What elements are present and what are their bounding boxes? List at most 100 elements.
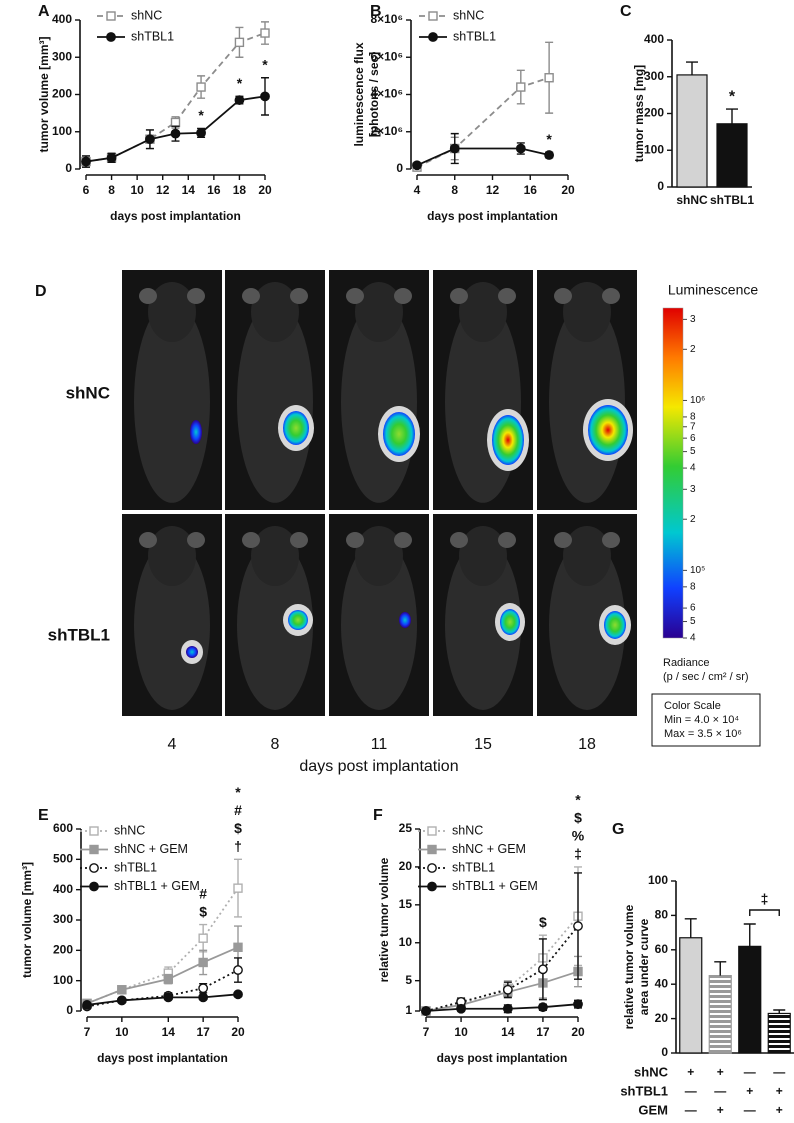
significance-mark: †: [234, 838, 242, 854]
condition-sign: —: [744, 1103, 756, 1117]
colorbar-tick-label: 3: [690, 484, 696, 495]
mouse-ear: [602, 532, 620, 548]
mouse-head: [355, 526, 403, 586]
condition-label: shTBL1: [620, 1083, 668, 1098]
panel-letter: E: [38, 807, 49, 824]
y-tick-label: 1: [405, 1003, 412, 1017]
marker: [538, 1002, 548, 1013]
y-tick-label: 200: [52, 87, 72, 101]
mouse-ear: [139, 532, 157, 548]
marker: [117, 985, 127, 995]
significance-mark: $: [539, 914, 547, 930]
luminescence-signal: [288, 610, 308, 630]
mouse-ear: [290, 288, 308, 304]
y-tick-label: 0: [66, 1003, 73, 1017]
marker: [544, 73, 554, 83]
colorbar-box-text: Color Scale: [664, 700, 721, 712]
panel-letter: G: [612, 821, 624, 838]
significance-mark: $: [199, 903, 207, 919]
y-tick-label: 10: [399, 935, 413, 949]
legend-marker: [106, 11, 116, 21]
condition-label: GEM: [638, 1102, 668, 1117]
condition-sign: —: [773, 1065, 785, 1079]
mouse-head: [563, 526, 611, 586]
colorbar-tick-label: 4: [690, 633, 696, 644]
y-tick-label: 8×10⁶: [370, 12, 403, 26]
marker: [163, 974, 174, 984]
y-tick-label: 60: [655, 942, 669, 956]
marker: [233, 989, 243, 1000]
row-label: shTBL1: [48, 625, 110, 644]
x-tick-label: 20: [258, 183, 272, 197]
x-tick-label: 20: [571, 1025, 585, 1039]
significance-mark: *: [729, 88, 736, 105]
x-tick-label: 7: [423, 1025, 430, 1039]
y-axis-label: luminescence flux: [352, 42, 366, 146]
legend-marker: [427, 844, 437, 855]
significance-mark: %: [572, 828, 585, 844]
colorbar-label: Radiance: [663, 657, 709, 669]
x-tick-label: 17: [536, 1025, 550, 1039]
marker: [198, 957, 208, 968]
panel-letter: B: [370, 3, 382, 20]
mouse-ear: [554, 288, 572, 304]
error-bar: [686, 61, 698, 75]
legend-label: shTBL1: [114, 860, 157, 874]
marker: [260, 28, 270, 38]
y-tick-label: 15: [399, 897, 413, 911]
condition-sign: +: [687, 1065, 694, 1079]
colorbar-tick-label: 8: [690, 412, 696, 423]
marker: [538, 964, 548, 975]
condition-sign: —: [744, 1065, 756, 1079]
legend-label: shNC + GEM: [452, 842, 526, 856]
marker: [196, 127, 206, 138]
legend-label: shTBL1: [453, 29, 496, 43]
error-bar: [773, 1009, 786, 1014]
column-label: 11: [371, 736, 388, 753]
x-tick-label: 16: [524, 183, 538, 197]
mouse-body: [549, 540, 625, 710]
x-tick-label: 14: [501, 1025, 515, 1039]
x-tick-label: 14: [182, 183, 196, 197]
luminescence-signal: [500, 609, 520, 635]
luminescence-signal: [588, 405, 628, 455]
panel-letter: F: [373, 807, 383, 824]
mouse-head: [251, 526, 299, 586]
colorbar-box: [651, 693, 761, 747]
luminescence-signal: [604, 611, 626, 639]
y-tick-label: 40: [655, 976, 669, 990]
x-tick-label: 6: [83, 183, 90, 197]
colorbar-title: Luminescence: [668, 282, 758, 298]
panel-letter: D: [35, 283, 47, 300]
y-tick-label: 300: [53, 912, 73, 926]
marker: [573, 921, 583, 931]
legend-label: shTBL1 + GEM: [452, 879, 538, 893]
x-tick-label: 12: [486, 183, 500, 197]
x-tick-label: 12: [156, 183, 170, 197]
y-tick-label: 200: [53, 943, 73, 957]
significance-mark: *: [198, 107, 204, 123]
marker: [81, 156, 91, 167]
colorbar-tick-label: 6: [690, 603, 696, 614]
colorbar-tick-label: 3: [690, 314, 696, 325]
column-label: 18: [578, 736, 596, 753]
y-tick-label: 0: [65, 161, 72, 175]
condition-sign: +: [717, 1103, 724, 1117]
x-axis-label: days post implantation: [97, 1051, 228, 1065]
y-axis-label: relative tumor volume: [622, 904, 636, 1029]
mouse-ear: [290, 532, 308, 548]
y-tick-label: 100: [53, 973, 73, 987]
bar: [738, 945, 762, 1054]
mouse-head: [459, 282, 507, 342]
x-tick-label: 8: [108, 183, 115, 197]
y-axis-label: area under curve: [637, 918, 651, 1015]
y-tick-label: 80: [655, 908, 669, 922]
significance-mark: ‡: [761, 891, 769, 907]
y-tick-label: 100: [644, 142, 664, 156]
legend-label: shNC: [452, 823, 483, 837]
x-tick-label: 14: [162, 1025, 176, 1039]
mouse-body: [237, 301, 313, 503]
y-tick-label: 2×10⁶: [370, 124, 403, 138]
legend-label: shNC + GEM: [114, 842, 188, 856]
significance-mark: *: [237, 75, 243, 91]
